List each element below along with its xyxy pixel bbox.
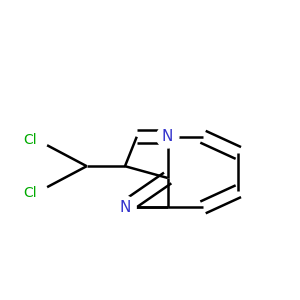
Text: Cl: Cl: [23, 186, 37, 200]
Text: N: N: [119, 200, 131, 215]
Text: Cl: Cl: [23, 133, 37, 147]
Circle shape: [157, 126, 179, 148]
Text: N: N: [162, 129, 173, 144]
Circle shape: [26, 182, 48, 204]
Circle shape: [26, 128, 48, 151]
Circle shape: [114, 196, 136, 219]
